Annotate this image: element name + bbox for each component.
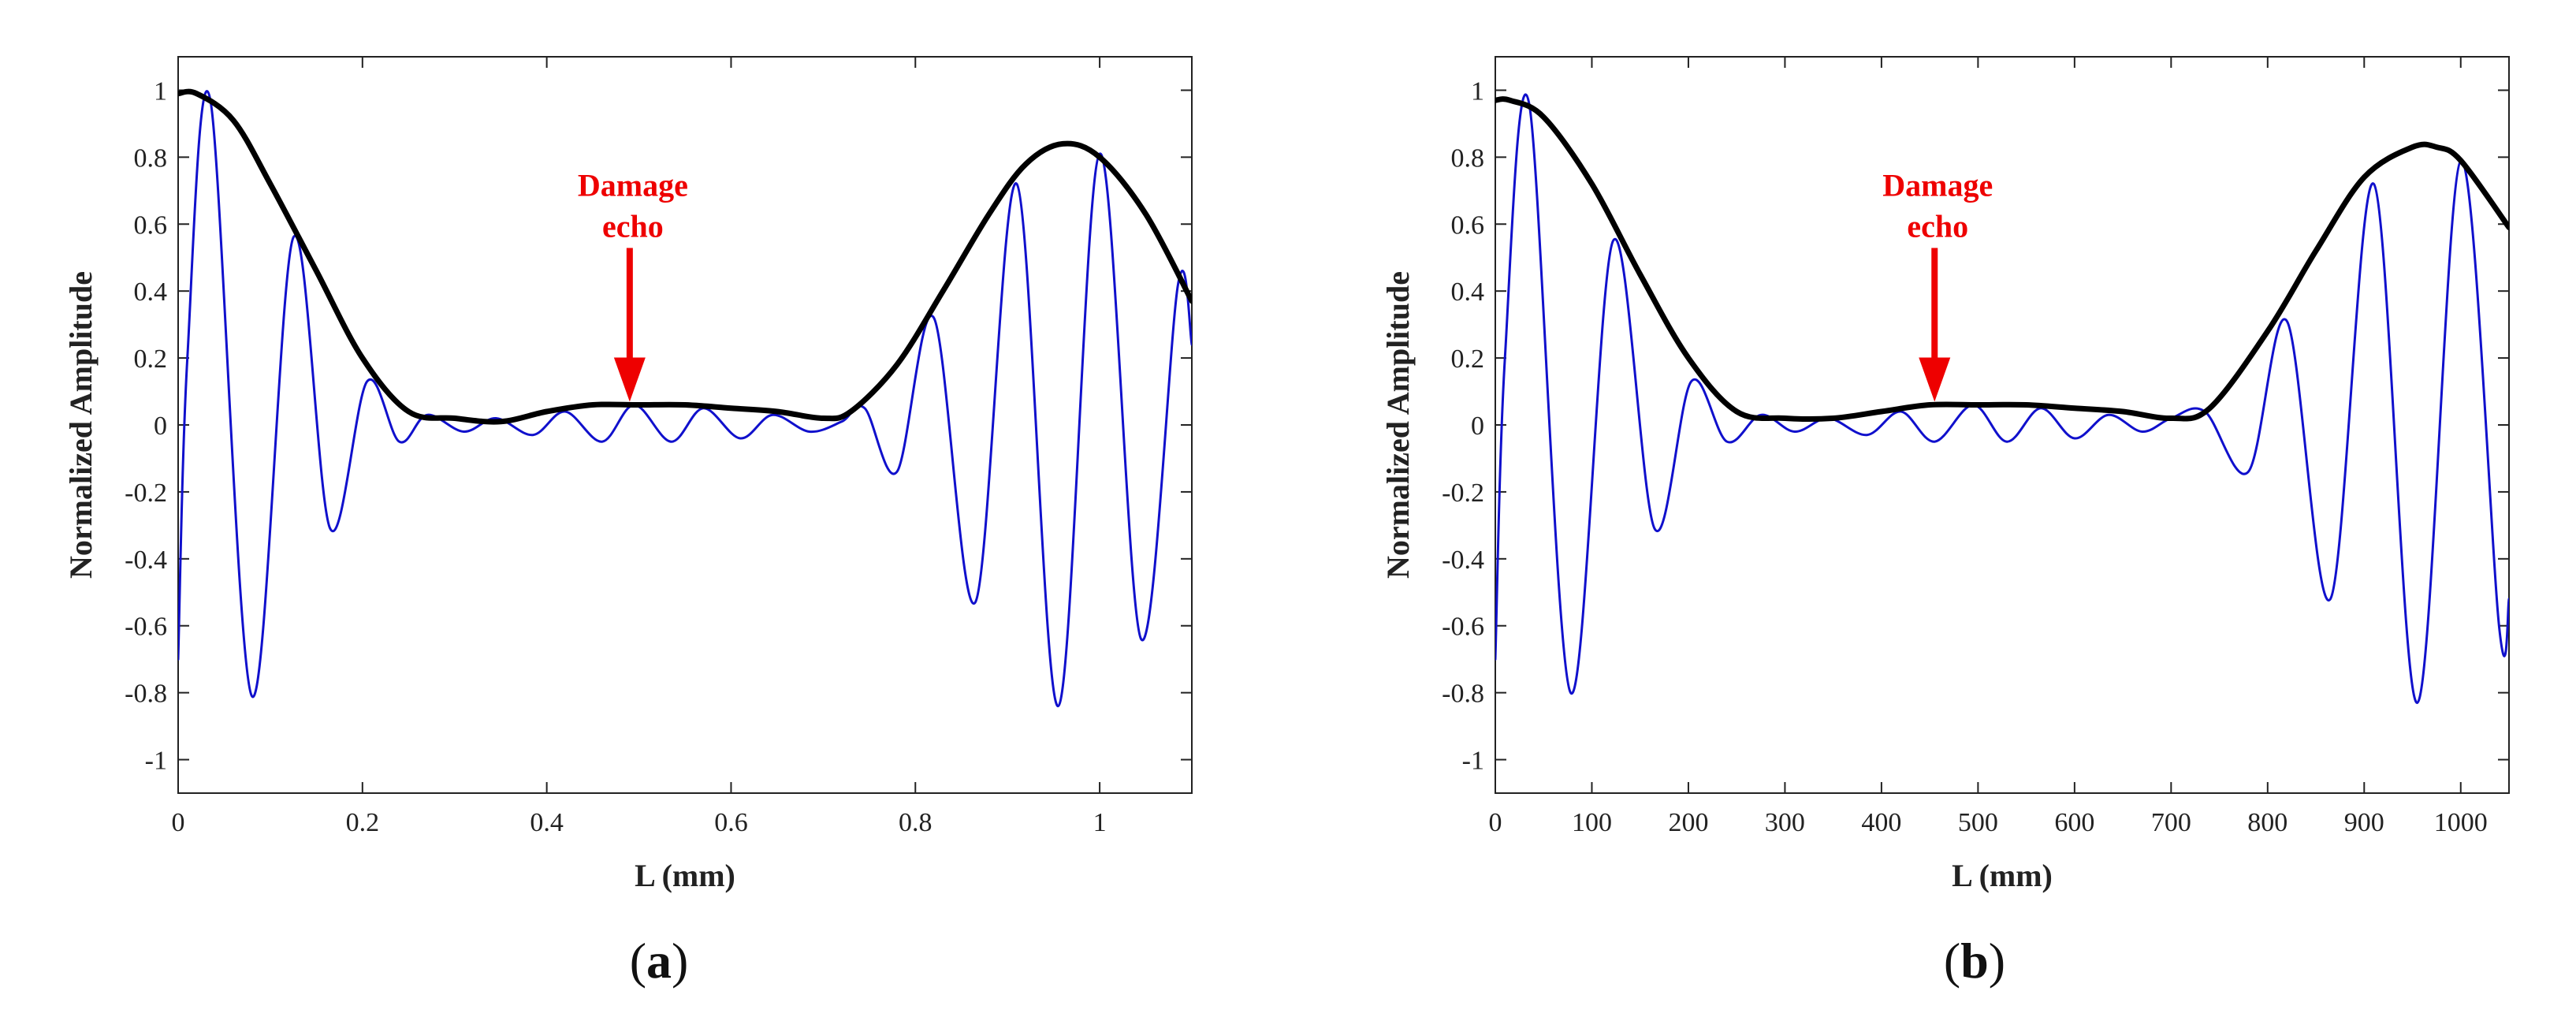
caption-close: ): [1989, 933, 2005, 989]
y-tick-label: 0.2: [134, 345, 168, 374]
y-tick-label: 0: [1471, 412, 1484, 441]
annotation-text-line1: Damage: [1882, 168, 1993, 203]
y-tick-label: -0.2: [1442, 479, 1484, 508]
x-tick-label: 300: [1765, 808, 1805, 837]
x-tick-label: 0: [1489, 808, 1502, 837]
chart-panel-b: 0 100 200 300 400 500 600 700 800 900 1000 1 0.8 0.6 0…: [1380, 56, 2510, 989]
y-tick-label: 0.4: [134, 278, 168, 307]
y-tick-label: 0: [154, 412, 167, 441]
y-tick-label: -0.8: [1442, 680, 1484, 709]
caption-label: a: [646, 933, 672, 989]
chart-panel-a: 0 0.2 0.4 0.6 0.8 1 1 0.8 0.6 0.4 0.2 0 -0.2 -0.4 -0.6…: [63, 56, 1193, 989]
y-tick-label: -1: [1462, 747, 1484, 776]
panel-caption: (a): [630, 933, 689, 989]
y-tick-label: 0.4: [1451, 278, 1485, 307]
y-tick-label: 1: [1471, 76, 1484, 106]
damage-echo-annotation: Damage echo: [1882, 168, 1993, 402]
x-tick-label: 0.6: [714, 808, 748, 837]
x-tick-label: 100: [1572, 808, 1612, 837]
envelope-line: [178, 88, 1192, 425]
annotation-text-line2: echo: [602, 209, 664, 244]
arrow-head: [613, 357, 646, 402]
caption-close: ): [672, 933, 688, 989]
signal-line: [1495, 93, 2509, 704]
signal-line: [178, 90, 1192, 708]
x-tick-label: 500: [1958, 808, 1998, 837]
caption-open: (: [630, 933, 646, 989]
x-axis-label: L (mm): [635, 858, 735, 893]
y-tick-label: 0.8: [1451, 143, 1485, 173]
axes-box: [1495, 56, 2510, 794]
arrow-head: [1919, 357, 1951, 402]
y-tick-label: -0.8: [125, 680, 167, 709]
y-tick-label: -0.2: [125, 479, 167, 508]
y-axis-label: Normalized Amplitude: [63, 271, 99, 579]
y-tick-label: 0.8: [134, 143, 168, 173]
envelope-line: [1495, 96, 2509, 423]
plot-area: [178, 88, 1192, 708]
y-tick-label: 0.2: [1451, 345, 1485, 374]
damage-echo-annotation: Damage echo: [578, 168, 688, 402]
x-tick-label: 600: [2054, 808, 2094, 837]
x-tick-label: 1000: [2434, 808, 2488, 837]
x-tick-label: 0.4: [530, 808, 564, 837]
caption-open: (: [1944, 933, 1960, 989]
caption-label: b: [1960, 933, 1989, 989]
annotation-text-line1: Damage: [578, 168, 688, 203]
x-tick-label: 0.2: [346, 808, 380, 837]
x-tick-label: 200: [1668, 808, 1708, 837]
plot-area: [1495, 93, 2509, 704]
x-tick-label: 1: [1093, 808, 1107, 837]
x-tick-label: 900: [2344, 808, 2384, 837]
y-tick-label: -0.6: [1442, 613, 1484, 642]
y-tick-label: 0.6: [1451, 210, 1485, 240]
annotation-text-line2: echo: [1907, 209, 1968, 244]
x-tick-label: 0: [172, 808, 185, 837]
x-tick-label: 400: [1861, 808, 1901, 837]
y-tick-label: 1: [154, 76, 167, 106]
y-tick-label: -0.6: [125, 613, 167, 642]
y-tick-label: -0.4: [1442, 546, 1484, 575]
y-tick-label: 0.6: [134, 210, 168, 240]
x-axis-label: L (mm): [1952, 858, 2053, 893]
y-axis-label: Normalized Amplitude: [1380, 271, 1416, 579]
y-tick-label: -1: [145, 747, 167, 776]
panel-caption: (b): [1944, 933, 2005, 989]
x-tick-label: 800: [2247, 808, 2288, 837]
x-tick-label: 700: [2151, 808, 2191, 837]
x-tick-label: 0.8: [899, 808, 932, 837]
y-tick-label: -0.4: [125, 546, 167, 575]
